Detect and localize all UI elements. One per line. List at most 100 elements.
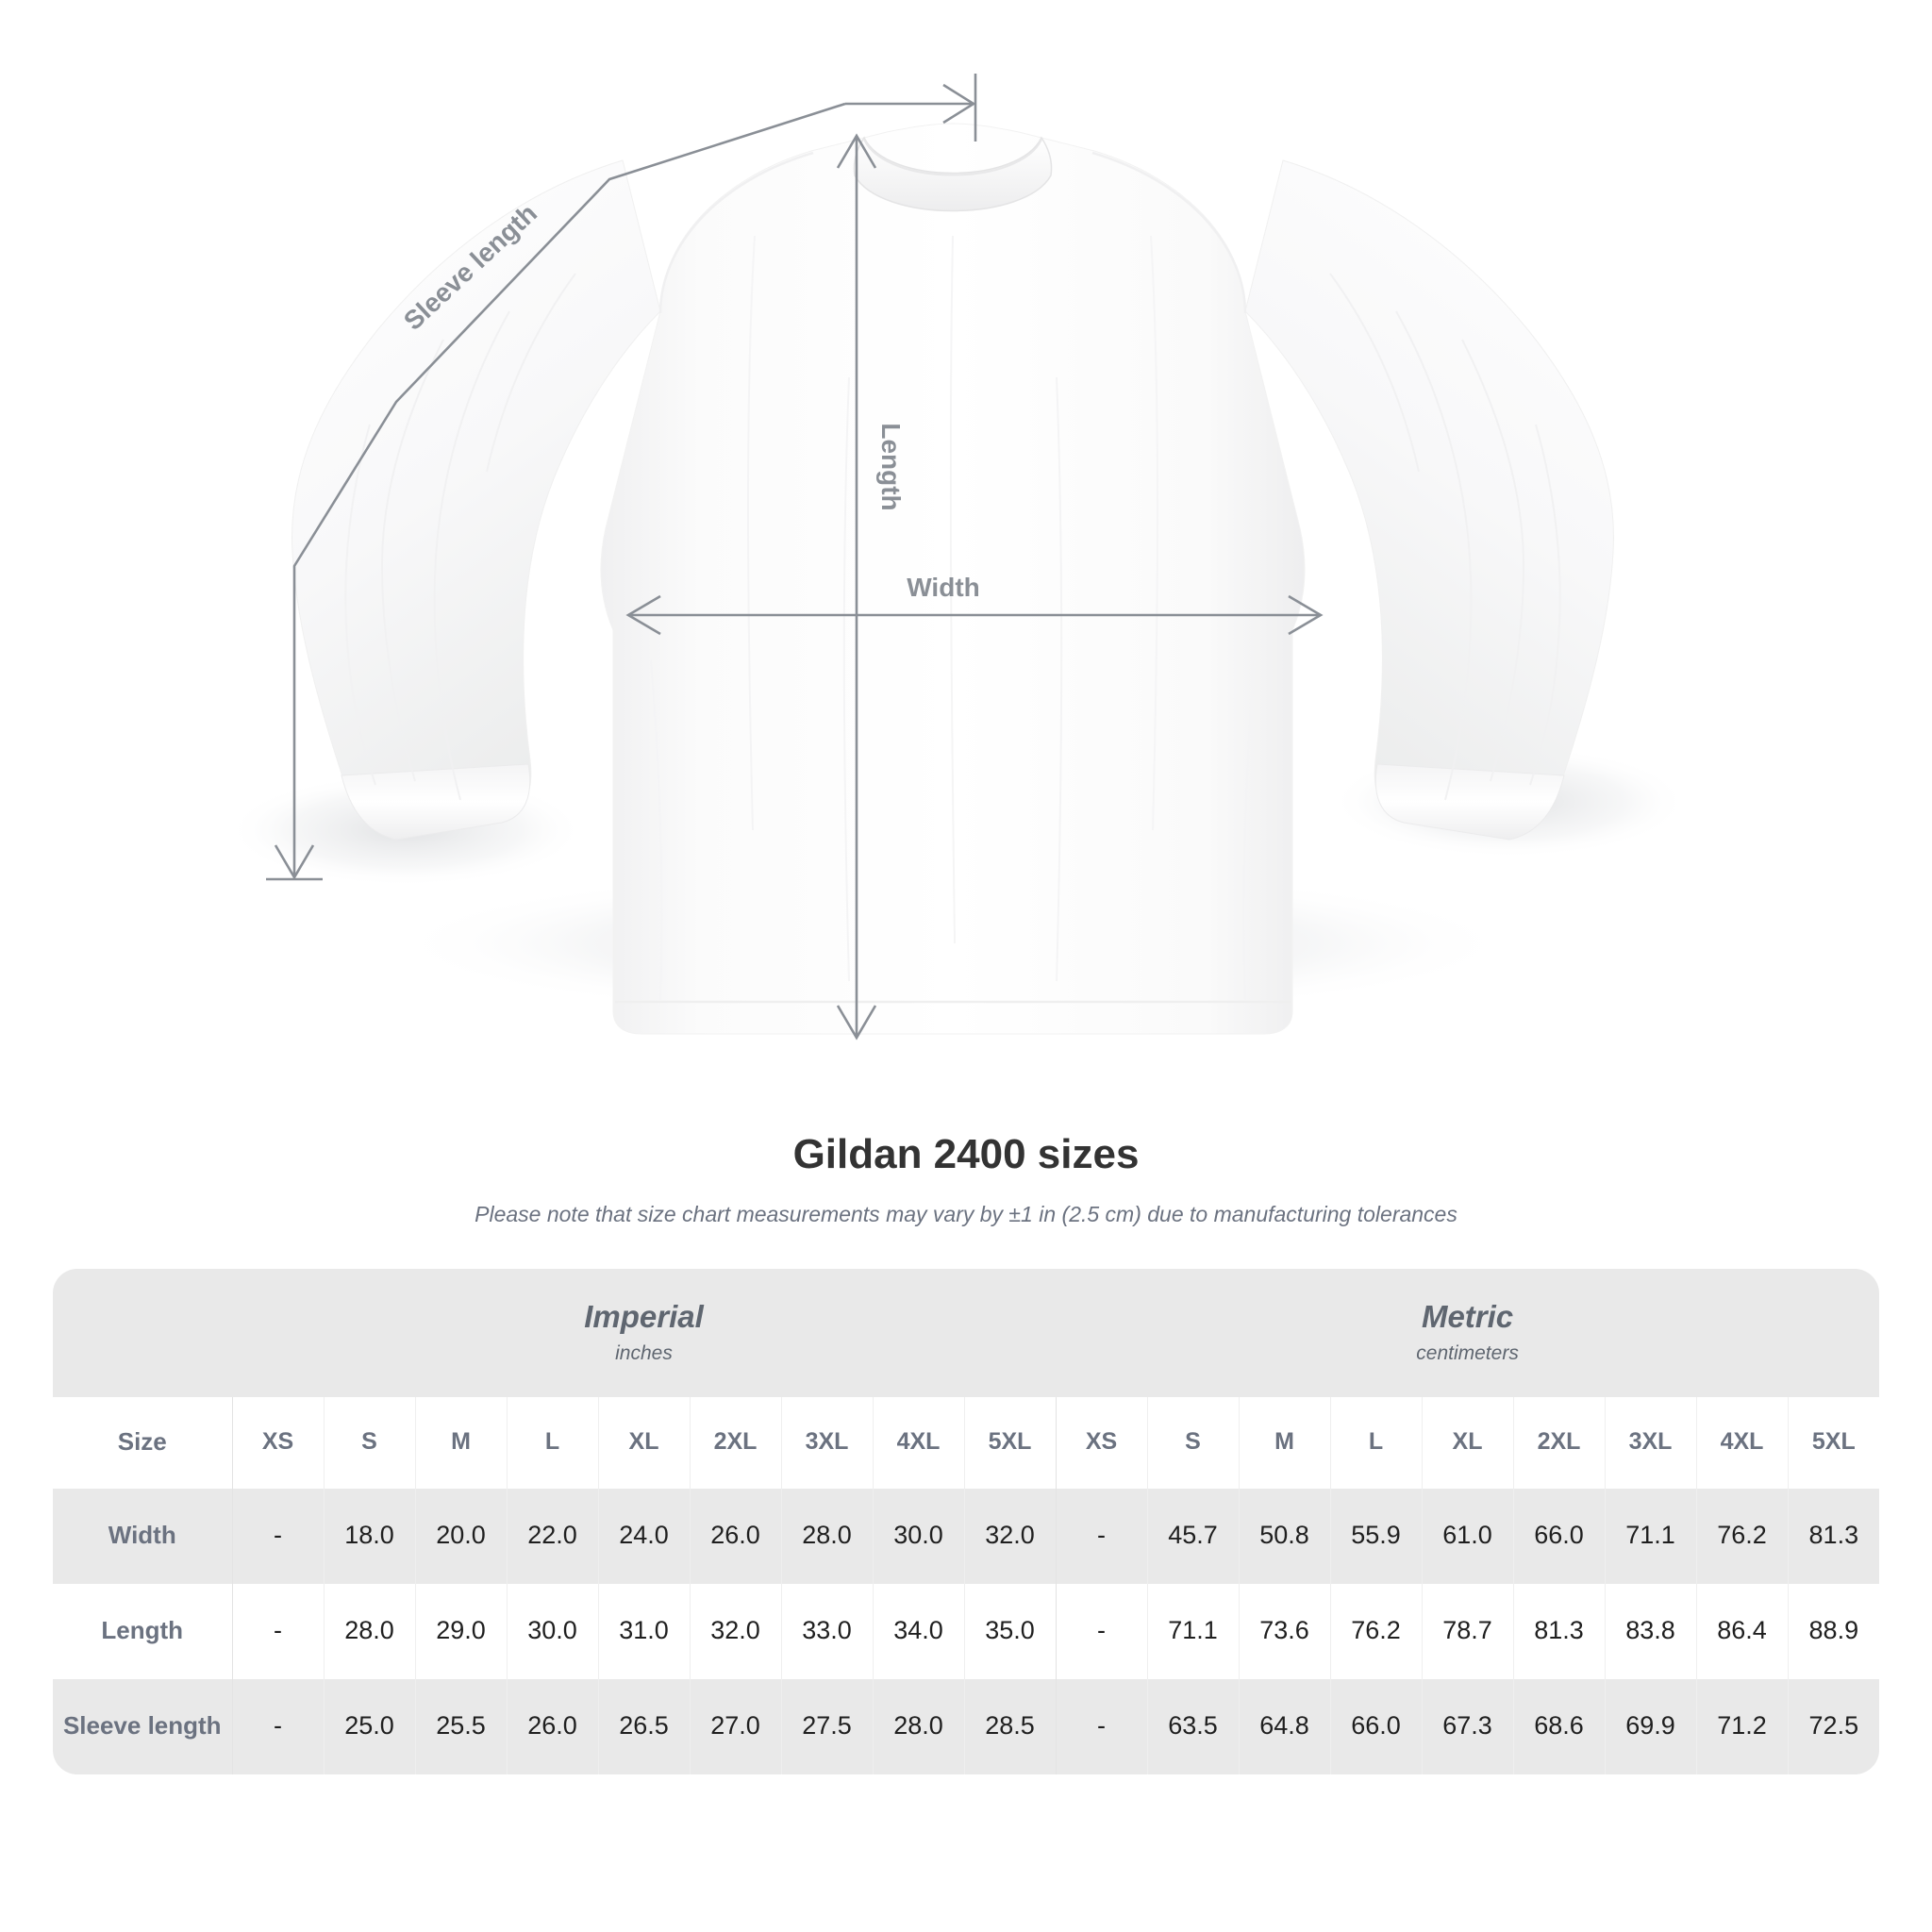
right-sleeve xyxy=(1244,159,1614,837)
size-header-metric-xs: XS xyxy=(1055,1397,1147,1490)
page-title: Gildan 2400 sizes xyxy=(792,1131,1140,1177)
cell-width-metric-4xl: 76.2 xyxy=(1695,1489,1788,1585)
cell-length-imperial-2xl: 32.0 xyxy=(689,1584,781,1680)
cell-sleeve-length-imperial-4xl: 28.0 xyxy=(872,1679,964,1775)
size-header-imperial-s: S xyxy=(323,1397,415,1490)
cell-length-metric-xs: - xyxy=(1055,1584,1147,1680)
page-subtitle: Please note that size chart measurements… xyxy=(475,1202,1457,1227)
size-header-imperial-2xl: 2XL xyxy=(689,1397,781,1490)
length-measure xyxy=(836,133,877,1041)
left-shoulder-seam xyxy=(658,151,814,314)
width-label: Width xyxy=(907,573,980,602)
size-header-row: Size XS S M L XL 2XL 3XL 4XL 5XL XS S M L XL 2XL 3XL 4XL 5… xyxy=(53,1397,1880,1490)
left-cuff xyxy=(341,763,531,841)
size-header-metric-m: M xyxy=(1238,1397,1330,1490)
cell-width-imperial-2xl: 26.0 xyxy=(689,1489,781,1585)
cell-width-metric-xl: 61.0 xyxy=(1421,1489,1513,1585)
cell-sleeve-length-metric-5xl: 72.5 xyxy=(1787,1679,1880,1775)
cell-length-metric-xl: 78.7 xyxy=(1421,1584,1513,1680)
table-row: Width -18.0 20.0 22.0 24.0 26.0 28.0 30.0 32.0-4… xyxy=(53,1489,1880,1585)
cell-sleeve-length-imperial-5xl: 28.5 xyxy=(963,1679,1056,1775)
length-label: Length xyxy=(876,423,906,510)
cell-length-metric-4xl: 86.4 xyxy=(1695,1584,1788,1680)
size-header-metric-5xl: 5XL xyxy=(1787,1397,1880,1490)
cell-length-imperial-3xl: 33.0 xyxy=(780,1584,873,1680)
cell-sleeve-length-imperial-l: 26.0 xyxy=(506,1679,598,1775)
cell-width-imperial-xs: - xyxy=(231,1489,324,1585)
cell-sleeve-length-imperial-xl: 26.5 xyxy=(597,1679,690,1775)
cell-length-metric-s: 71.1 xyxy=(1146,1584,1239,1680)
size-header-imperial-xl: XL xyxy=(597,1397,690,1490)
cell-width-metric-5xl: 81.3 xyxy=(1787,1489,1880,1585)
unit-header-spacer xyxy=(53,1269,232,1398)
unit-group-imperial: Imperial inches xyxy=(232,1269,1056,1398)
cell-width-imperial-l: 22.0 xyxy=(506,1489,598,1585)
size-table-container: Imperial inches Metric centimeters Size XS S M L… xyxy=(53,1269,1880,1775)
cell-width-imperial-xl: 24.0 xyxy=(597,1489,690,1585)
cell-width-imperial-5xl: 32.0 xyxy=(963,1489,1056,1585)
cell-length-imperial-m: 29.0 xyxy=(414,1584,507,1680)
unit-group-header-row: Imperial inches Metric centimeters xyxy=(53,1269,1880,1398)
cell-length-imperial-xl: 31.0 xyxy=(597,1584,690,1680)
size-header-imperial-4xl: 4XL xyxy=(872,1397,964,1490)
size-header-metric-xl: XL xyxy=(1421,1397,1513,1490)
cell-length-imperial-s: 28.0 xyxy=(323,1584,415,1680)
unit-group-name: Metric xyxy=(1421,1299,1514,1334)
cell-length-metric-l: 76.2 xyxy=(1329,1584,1422,1680)
size-header-imperial-3xl: 3XL xyxy=(780,1397,873,1490)
cell-length-imperial-4xl: 34.0 xyxy=(872,1584,964,1680)
row-label-length: Length xyxy=(53,1584,232,1680)
cell-sleeve-length-metric-xl: 67.3 xyxy=(1421,1679,1513,1775)
size-header-metric-4xl: 4XL xyxy=(1695,1397,1788,1490)
measurement-annotations xyxy=(266,74,1324,1041)
title-block: Gildan 2400 sizes Please note that size … xyxy=(0,1131,1932,1228)
cell-sleeve-length-metric-l: 66.0 xyxy=(1329,1679,1422,1775)
size-header-imperial-l: L xyxy=(506,1397,598,1490)
size-header-imperial-5xl: 5XL xyxy=(963,1397,1056,1490)
size-header-metric-3xl: 3XL xyxy=(1604,1397,1696,1490)
right-sleeve-folds xyxy=(1329,273,1561,801)
body-folds xyxy=(650,235,1256,1001)
cell-sleeve-length-imperial-m: 25.5 xyxy=(414,1679,507,1775)
cell-length-imperial-l: 30.0 xyxy=(506,1584,598,1680)
cell-length-metric-2xl: 81.3 xyxy=(1512,1584,1605,1680)
cell-sleeve-length-metric-2xl: 68.6 xyxy=(1512,1679,1605,1775)
unit-group-name: Imperial xyxy=(584,1299,704,1334)
cell-length-metric-3xl: 83.8 xyxy=(1604,1584,1696,1680)
cell-sleeve-length-metric-s: 63.5 xyxy=(1146,1679,1239,1775)
cell-length-metric-m: 73.6 xyxy=(1238,1584,1330,1680)
right-cuff xyxy=(1374,763,1565,841)
row-label-sleeve-length: Sleeve length xyxy=(53,1679,232,1775)
cell-sleeve-length-imperial-s: 25.0 xyxy=(323,1679,415,1775)
cell-width-metric-l: 55.9 xyxy=(1329,1489,1422,1585)
cell-width-metric-3xl: 71.1 xyxy=(1604,1489,1696,1585)
table-row: Length -28.0 29.0 30.0 31.0 32.0 33.0 34.0 35.0-… xyxy=(53,1584,1880,1680)
unit-group-sublabel: inches xyxy=(615,1341,673,1364)
table-row: Sleeve length -25.0 25.5 26.0 26.5 27.0 27.5 28… xyxy=(53,1679,1880,1775)
cell-width-metric-2xl: 66.0 xyxy=(1512,1489,1605,1585)
cell-sleeve-length-metric-xs: - xyxy=(1055,1679,1147,1775)
size-header-metric-2xl: 2XL xyxy=(1512,1397,1605,1490)
cell-length-metric-5xl: 88.9 xyxy=(1787,1584,1880,1680)
size-table: Imperial inches Metric centimeters Size XS S M L… xyxy=(53,1269,1880,1775)
cell-length-imperial-5xl: 35.0 xyxy=(963,1584,1056,1680)
cell-width-metric-s: 45.7 xyxy=(1146,1489,1239,1585)
size-header-metric-l: L xyxy=(1329,1397,1422,1490)
cell-sleeve-length-imperial-xs: - xyxy=(231,1679,324,1775)
cell-sleeve-length-metric-m: 64.8 xyxy=(1238,1679,1330,1775)
row-label-width: Width xyxy=(53,1489,232,1585)
cell-width-metric-xs: - xyxy=(1055,1489,1147,1585)
left-sleeve-folds xyxy=(344,273,576,801)
collar-inner xyxy=(863,139,1042,176)
cell-width-metric-m: 50.8 xyxy=(1238,1489,1330,1585)
sleeve-length-measure xyxy=(266,74,977,881)
size-header-imperial-m: M xyxy=(414,1397,507,1490)
unit-group-sublabel: centimeters xyxy=(1416,1341,1519,1364)
cell-sleeve-length-imperial-2xl: 27.0 xyxy=(689,1679,781,1775)
cell-width-imperial-m: 20.0 xyxy=(414,1489,507,1585)
cell-width-imperial-s: 18.0 xyxy=(323,1489,415,1585)
cell-length-imperial-xs: - xyxy=(231,1584,324,1680)
unit-group-metric: Metric centimeters xyxy=(1056,1269,1880,1398)
size-header-metric-s: S xyxy=(1146,1397,1239,1490)
